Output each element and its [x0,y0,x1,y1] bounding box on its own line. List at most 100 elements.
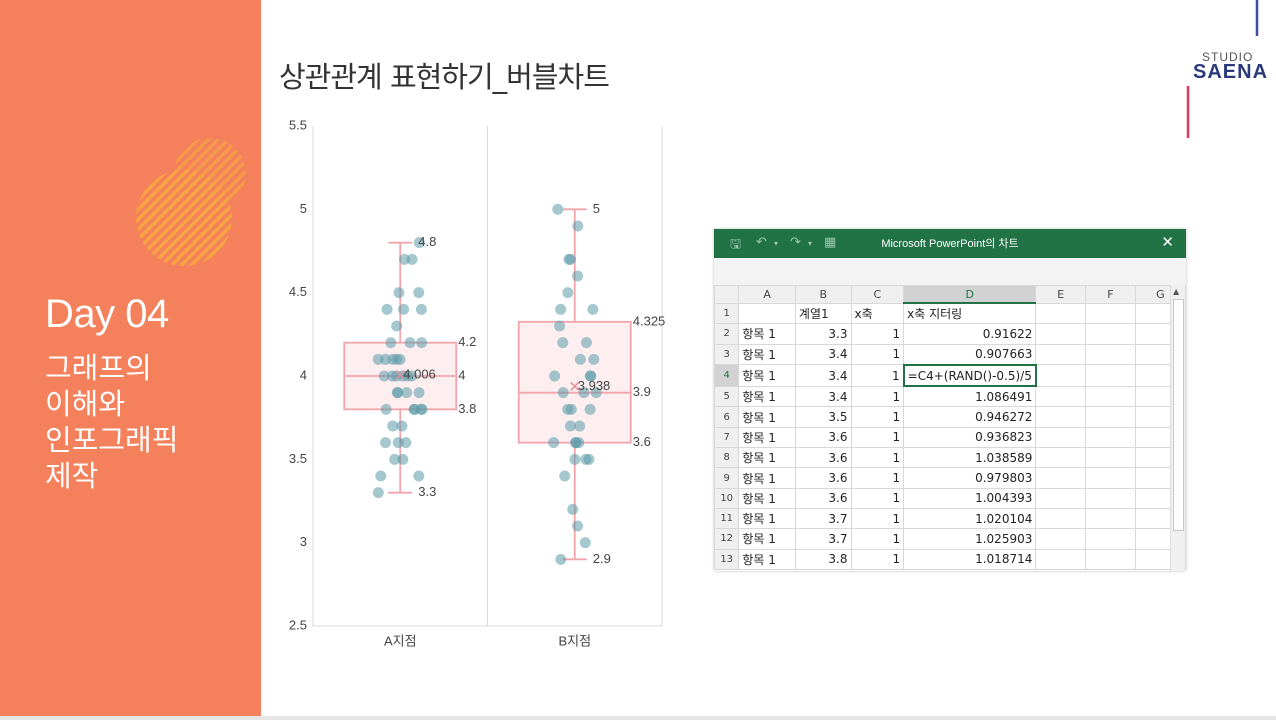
cell-c[interactable]: 1 [850,548,905,570]
sheet-icon[interactable]: ▦ [824,235,837,250]
cell-d[interactable]: 0.91622 [903,323,1037,345]
cell-a[interactable]: 항목 1 [738,507,796,530]
cell-e[interactable] [1035,507,1087,530]
column-header[interactable]: E [1035,285,1087,304]
cell-e[interactable] [1035,548,1087,570]
cell-a[interactable]: 항목 1 [738,364,796,387]
cell-a[interactable]: 항목 1 [738,406,796,428]
cell-a[interactable]: 항목 1 [738,323,796,345]
chevron-down-icon[interactable]: ▾ [774,239,779,248]
cell-c[interactable]: x축 [850,302,905,325]
cell-e[interactable] [1035,426,1087,449]
row-header[interactable]: 7 [714,426,740,449]
cell-b[interactable]: 3.4 [794,364,852,387]
scrollbar-thumb[interactable] [1173,299,1184,531]
row-header[interactable]: 13 [714,548,740,570]
row-header[interactable]: 1 [714,302,740,325]
row-header[interactable]: 6 [714,406,740,428]
cell-e[interactable] [1035,343,1087,366]
cell-e[interactable] [1035,385,1087,408]
select-all-corner[interactable] [714,285,740,304]
cell-d[interactable]: 0.936823 [903,426,1037,449]
cell-c[interactable]: 1 [850,447,905,469]
cell-d[interactable]: 0.946272 [903,406,1037,428]
cell-c[interactable]: 1 [850,467,905,489]
row-header[interactable]: 8 [714,447,740,469]
cell-f[interactable] [1085,507,1136,530]
cell-c[interactable]: 1 [850,487,905,509]
cell-f[interactable] [1085,548,1136,570]
column-header[interactable]: A [738,285,796,304]
cell-c[interactable]: 1 [850,343,905,366]
close-icon[interactable]: ✕ [1161,233,1174,251]
cell-c[interactable]: 1 [850,507,905,530]
row-header[interactable]: 4 [714,364,740,387]
column-header[interactable]: B [794,285,852,304]
cell-f[interactable] [1085,323,1136,345]
cell-c[interactable]: 1 [850,426,905,449]
chevron-down-icon[interactable]: ▾ [808,239,813,248]
cell-b[interactable]: 3.4 [794,343,852,366]
cell-f[interactable] [1085,364,1136,387]
cell-f[interactable] [1085,385,1136,408]
cell-c[interactable]: 1 [850,528,905,550]
cell-a[interactable]: 항목 1 [738,447,796,469]
cell-a[interactable]: 항목 1 [738,528,796,550]
cell-a[interactable]: 항목 1 [738,487,796,509]
column-header[interactable]: C [850,285,905,304]
cell-b[interactable]: 3.6 [794,487,852,509]
cell-b[interactable]: 3.3 [794,323,852,345]
cell-d[interactable]: 1.086491 [903,385,1037,408]
cell-f[interactable] [1085,447,1136,469]
cell-b[interactable]: 계열1 [794,302,852,325]
cell-e[interactable] [1035,406,1087,428]
cell-f[interactable] [1085,426,1136,449]
cell-e[interactable] [1035,467,1087,489]
cell-c[interactable]: 1 [850,323,905,345]
cell-b[interactable]: 3.7 [794,507,852,530]
cell-d[interactable]: 0.907663 [903,343,1037,366]
redo-icon[interactable]: ↷ [790,235,801,250]
cell-f[interactable] [1085,467,1136,489]
cell-a[interactable]: 항목 1 [738,548,796,570]
cell-f[interactable] [1085,487,1136,509]
row-header[interactable]: 5 [714,385,740,408]
cell-d[interactable]: 1.020104 [903,507,1037,530]
cell-d[interactable]: 0.979803 [903,467,1037,489]
cell-d[interactable]: 1.025903 [903,528,1037,550]
vertical-scrollbar[interactable]: ▲ [1170,285,1185,571]
cell-a[interactable]: 항목 1 [738,385,796,408]
cell-b[interactable]: 3.7 [794,528,852,550]
cell-c[interactable]: 1 [850,385,905,408]
cell-b[interactable]: 3.6 [794,426,852,449]
cell-e[interactable] [1035,487,1087,509]
cell-c[interactable]: 1 [850,406,905,428]
cell-c[interactable]: 1 [850,364,905,387]
cell-f[interactable] [1085,406,1136,428]
cell-e[interactable] [1035,447,1087,469]
cell-e[interactable] [1035,302,1087,325]
cell-b[interactable]: 3.6 [794,467,852,489]
cell-e[interactable] [1035,323,1087,345]
row-header[interactable]: 10 [714,487,740,509]
cell-d[interactable]: 1.038589 [903,447,1037,469]
row-header[interactable]: 3 [714,343,740,366]
cell-b[interactable]: 3.8 [794,548,852,570]
cell-f[interactable] [1085,343,1136,366]
cell-e[interactable] [1035,528,1087,550]
row-header[interactable]: 11 [714,507,740,530]
cell-b[interactable]: 3.5 [794,406,852,428]
cell-a[interactable]: 항목 1 [738,426,796,449]
column-header[interactable]: F [1085,285,1136,304]
cell-a[interactable] [738,302,796,325]
row-header[interactable]: 9 [714,467,740,489]
row-header[interactable]: 12 [714,528,740,550]
active-cell[interactable]: =C4+(RAND()-0.5)/5 [902,363,1037,388]
cell-d[interactable]: 1.004393 [903,487,1037,509]
undo-icon[interactable]: ↶ [756,235,767,250]
cell-b[interactable]: 3.4 [794,385,852,408]
cell-f[interactable] [1085,302,1136,325]
cell-a[interactable]: 항목 1 [738,467,796,489]
save-icon[interactable]: 🖫 [730,237,742,252]
cell-b[interactable]: 3.6 [794,447,852,469]
